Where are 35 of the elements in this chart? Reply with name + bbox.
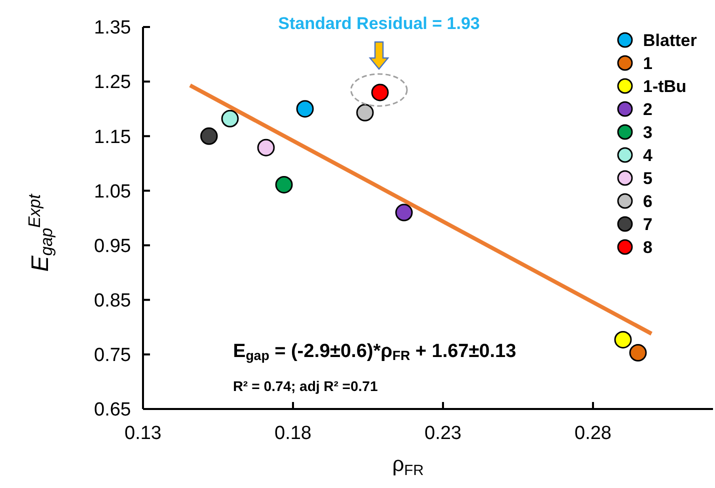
legend-label: 1: [643, 54, 652, 73]
y-tick-label: 0.85: [94, 290, 131, 312]
y-tick-label: 1.25: [94, 72, 131, 94]
y-tick-label: 0.95: [94, 236, 131, 257]
legend-label: Blatter: [643, 30, 698, 50]
y-tick-label: 1.05: [94, 181, 131, 202]
annotation: E$_{gap}$ = (-2.9±0.6)*ρ$_{FR}$ + 1.67±0.13: [233, 341, 516, 364]
annotation: R² = 0.74; adj R² =0.71: [233, 378, 378, 394]
legend-label: 1-tBu: [643, 76, 686, 96]
legend-label: 5: [643, 168, 652, 188]
point: [629, 344, 647, 362]
point: [275, 176, 293, 194]
point: [296, 100, 314, 118]
y-tick-label: 1.15: [94, 126, 131, 148]
point: [356, 104, 374, 122]
legend-label: 3: [643, 122, 652, 142]
y-tick-label: 0.65: [94, 400, 131, 421]
point: [200, 127, 218, 145]
point: [614, 330, 632, 348]
legend-label: 7: [643, 214, 652, 234]
legend-label: 6: [643, 192, 652, 211]
point: [221, 110, 239, 128]
y-tick-label: 0.75: [94, 345, 131, 366]
legend-label: 4: [643, 146, 653, 165]
x-tick-label: 0.18: [274, 423, 312, 444]
y-tick-label: 1.35: [94, 18, 131, 39]
x-tick-label: 0.28: [574, 423, 612, 444]
legend-label: 2: [643, 100, 652, 119]
x-tick-label: 0.23: [424, 423, 462, 444]
x-tick-label: 0.13: [124, 423, 162, 444]
point: [257, 138, 275, 156]
legend-label: 8: [643, 238, 652, 257]
point: [395, 204, 413, 222]
x-axis-title: ρ$_{FR}$: [392, 453, 424, 479]
annotation: Standard Residual = 1.93: [278, 14, 480, 33]
